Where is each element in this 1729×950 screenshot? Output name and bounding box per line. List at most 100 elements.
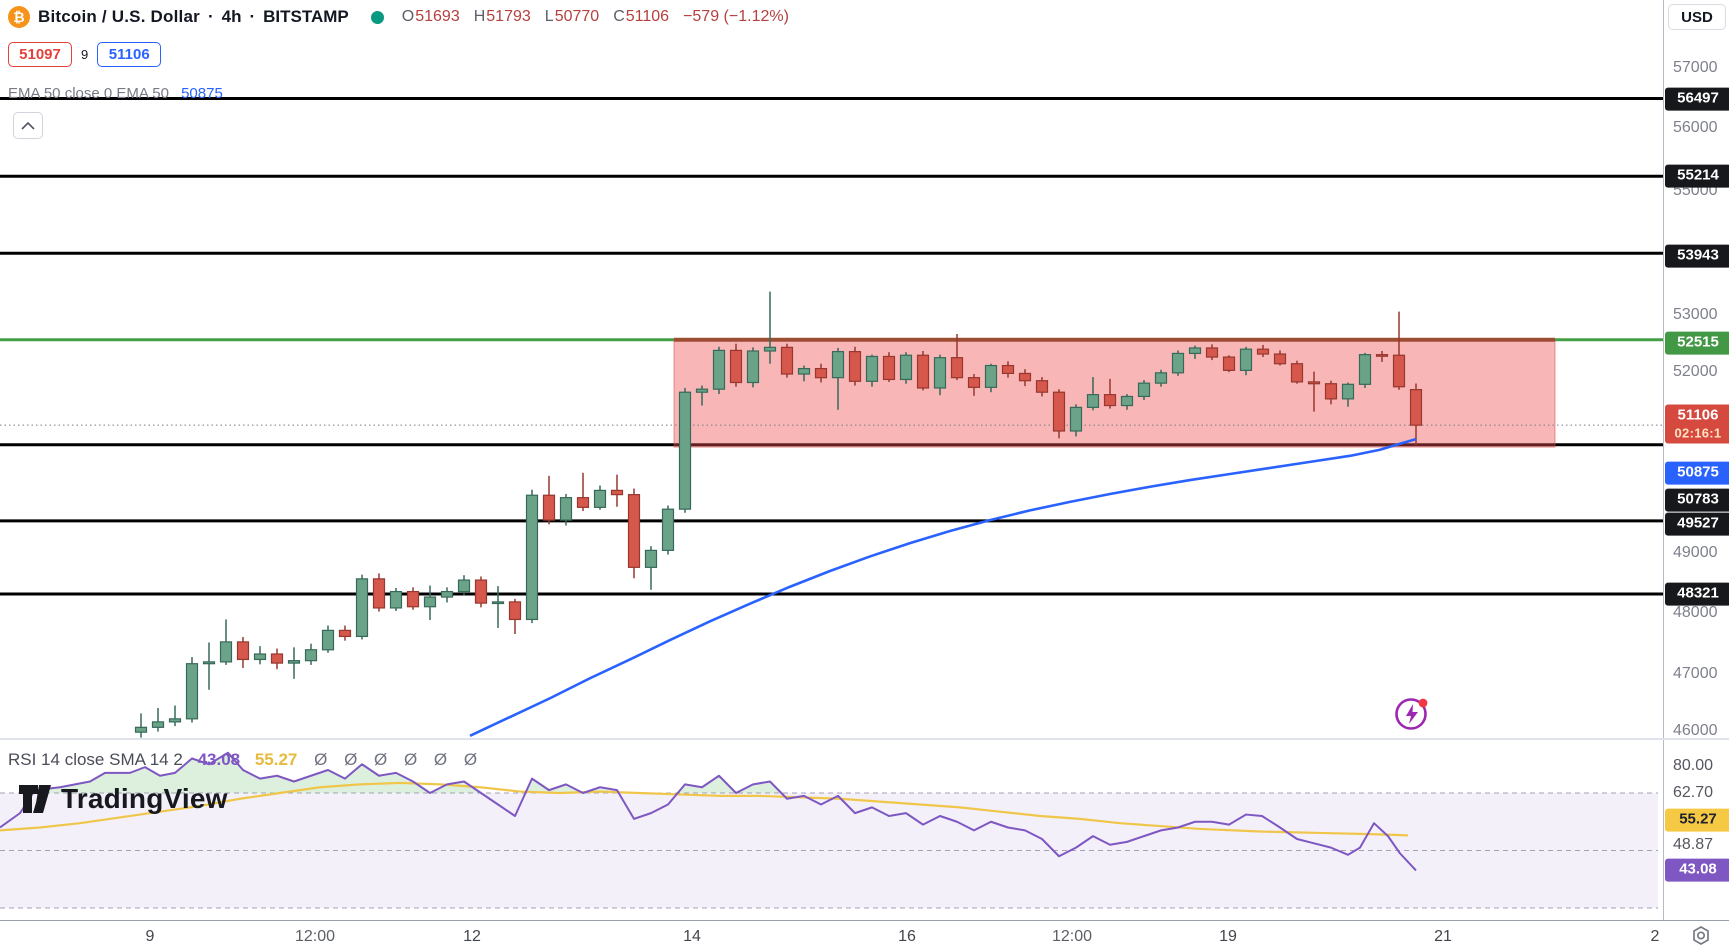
candle xyxy=(1103,394,1117,407)
axis-settings-button[interactable] xyxy=(1688,925,1716,947)
pane-separator[interactable] xyxy=(0,738,1729,740)
candle xyxy=(440,590,454,598)
candle xyxy=(644,549,658,568)
candle xyxy=(933,357,947,389)
candle xyxy=(610,489,624,496)
candle xyxy=(865,355,879,382)
symbol-title[interactable]: Bitcoin / U.S. Dollar xyxy=(38,7,200,26)
candle xyxy=(576,497,590,508)
candle xyxy=(372,578,386,609)
currency-toggle[interactable]: USD xyxy=(1668,4,1726,30)
price-badge-51106: 51106 02:16:1 xyxy=(1665,404,1729,444)
rsi-badge-43.08: 43.08 xyxy=(1665,858,1729,882)
time-label: 16 xyxy=(898,928,916,945)
candle xyxy=(219,641,233,663)
ohlc-readout: O51693 H51793 L50770 C51106 −579 (−1.12%… xyxy=(401,8,789,25)
time-label: 9 xyxy=(145,928,155,945)
price-badge-52515: 52515 xyxy=(1665,331,1729,355)
price-badge-55214: 55214 xyxy=(1665,164,1729,188)
open-value: 51693 xyxy=(415,8,460,25)
candle xyxy=(1256,348,1270,355)
candle xyxy=(1324,383,1338,400)
candle xyxy=(797,367,811,375)
time-label: 12:00 xyxy=(1051,928,1093,945)
candle xyxy=(593,489,607,508)
candle xyxy=(1120,395,1134,407)
candle xyxy=(253,653,267,661)
candle xyxy=(389,590,403,609)
gear-icon xyxy=(1693,926,1709,945)
candle xyxy=(916,354,930,389)
high-value: 51793 xyxy=(486,8,531,25)
candle xyxy=(457,579,471,593)
candle xyxy=(848,351,862,382)
candle-countdown: 02:16:1 xyxy=(1674,425,1722,441)
candle xyxy=(1069,406,1083,432)
candle xyxy=(746,350,760,384)
candle xyxy=(270,653,284,664)
candle xyxy=(1341,383,1355,400)
ema-legend-text: EMA 50 close 0 EMA 50 xyxy=(8,85,169,102)
market-status-icon[interactable] xyxy=(370,10,384,24)
candle xyxy=(984,364,998,388)
candle xyxy=(1205,347,1219,358)
candle xyxy=(338,629,352,638)
candle xyxy=(712,349,726,390)
price-tick: 53000 xyxy=(1673,306,1718,323)
candle xyxy=(406,590,420,608)
candle xyxy=(1086,394,1100,408)
rsi-empty-placeholders: Ø Ø Ø Ø Ø Ø xyxy=(314,750,484,769)
price-tick: 46000 xyxy=(1673,722,1718,739)
buy-button[interactable]: 51106 xyxy=(97,42,162,67)
time-label: 12:00 xyxy=(294,928,336,945)
candle xyxy=(168,718,182,723)
flash-icon[interactable] xyxy=(1394,696,1430,732)
tradingview-logo[interactable]: TradingView xyxy=(18,783,228,815)
time-label: 2 xyxy=(1650,928,1660,945)
price-badge-49527: 49527 xyxy=(1665,512,1729,536)
candle xyxy=(1239,348,1253,371)
time-axis[interactable]: 9 12:00 12 14 16 12:00 19 21 2 xyxy=(0,920,1729,950)
candle xyxy=(542,494,556,521)
interval-separator: · xyxy=(207,7,214,26)
spread-value: 9 xyxy=(81,47,89,62)
candle xyxy=(474,579,488,604)
price-badge-53943: 53943 xyxy=(1665,244,1729,268)
interval-label[interactable]: 4h xyxy=(221,7,242,26)
candle xyxy=(899,354,913,381)
candle xyxy=(525,494,539,621)
candle xyxy=(1375,354,1389,357)
candle xyxy=(304,649,318,662)
rsi-tick: 80.00 xyxy=(1673,757,1714,774)
supply-zone-box xyxy=(673,339,1556,448)
notification-dot xyxy=(1418,698,1428,708)
candle xyxy=(1035,380,1049,393)
rsi-legend-text: RSI 14 close SMA 14 2 xyxy=(8,750,183,769)
time-label: 12 xyxy=(463,928,481,945)
rsi-legend[interactable]: RSI 14 close SMA 14 2 43.08 55.27 Ø Ø Ø … xyxy=(8,750,483,770)
price-tick: 56000 xyxy=(1673,119,1718,136)
candle xyxy=(763,346,777,352)
tradingview-logo-text: TradingView xyxy=(61,783,228,814)
ema-legend[interactable]: EMA 50 close 0 EMA 50 50875 xyxy=(8,85,223,102)
price-axis[interactable]: USD 57000 56000 55000 53000 52000 49000 48000 4… xyxy=(1663,0,1729,950)
price-badge-56497: 56497 xyxy=(1665,87,1729,111)
candle xyxy=(134,726,148,733)
time-label: 14 xyxy=(683,928,701,945)
chevron-up-icon xyxy=(21,121,35,130)
candle xyxy=(1358,354,1372,385)
sell-button[interactable]: 51097 xyxy=(8,42,72,67)
candle xyxy=(661,508,675,551)
tradingview-mark-icon xyxy=(19,785,51,813)
candle xyxy=(1392,354,1406,388)
candle xyxy=(729,349,743,384)
rsi-tick: 62.70 xyxy=(1673,784,1714,801)
collapse-legend-button[interactable] xyxy=(13,112,43,139)
exchange-label[interactable]: BITSTAMP xyxy=(263,7,349,26)
candle xyxy=(1154,372,1168,384)
symbol-header: ₿ Bitcoin / U.S. Dollar · 4h · BITSTAMP … xyxy=(8,6,789,28)
rsi-line xyxy=(0,751,1417,872)
time-label: 19 xyxy=(1219,928,1237,945)
